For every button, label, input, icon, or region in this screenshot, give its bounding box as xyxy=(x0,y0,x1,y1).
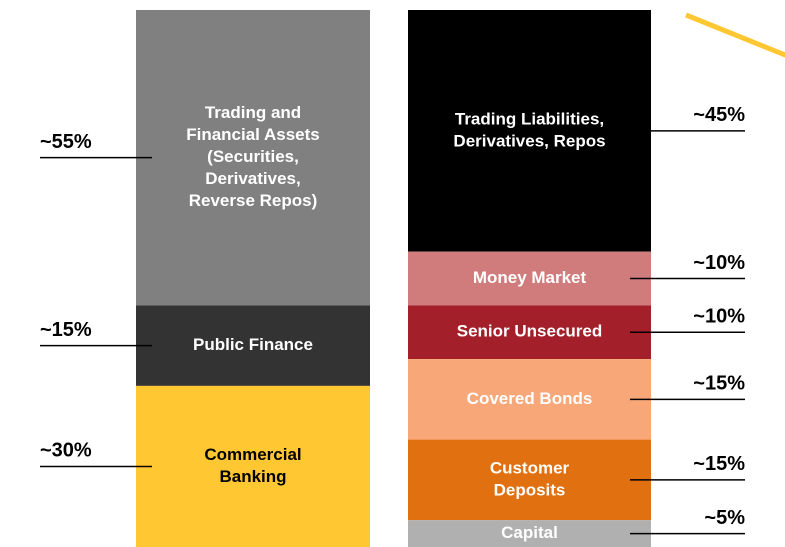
segment xyxy=(408,359,651,440)
segment xyxy=(408,10,651,252)
share-label: ~10% xyxy=(693,305,745,327)
segment-label: Senior Unsecured xyxy=(457,322,603,341)
segment-label: Capital xyxy=(501,523,558,542)
share-label: ~45% xyxy=(693,104,745,126)
segment-label: Derivatives, xyxy=(205,169,300,188)
segment-label: Derivatives, Repos xyxy=(453,131,605,150)
segment xyxy=(136,10,370,306)
share-label: ~5% xyxy=(704,507,745,529)
share-label: ~15% xyxy=(40,319,92,341)
segment xyxy=(408,251,651,306)
segment-label: Trading Liabilities, xyxy=(455,109,604,128)
segment xyxy=(136,385,370,547)
segment-label: Deposits xyxy=(494,480,566,499)
segment-label: (Securities, xyxy=(207,147,299,166)
segment xyxy=(408,520,651,547)
segment-label: Commercial xyxy=(204,445,301,464)
segment-label: Covered Bonds xyxy=(467,389,593,408)
segment-label: Customer xyxy=(490,458,570,477)
segment xyxy=(136,305,370,386)
decoration-stroke xyxy=(685,12,785,58)
segment-label: Money Market xyxy=(473,268,587,287)
share-label: ~15% xyxy=(693,373,745,395)
segment xyxy=(408,305,651,360)
share-label: ~30% xyxy=(40,440,92,462)
share-label: ~55% xyxy=(40,131,92,153)
share-label: ~10% xyxy=(693,252,745,274)
segment xyxy=(408,439,651,521)
segment-label: Banking xyxy=(219,467,286,486)
segment-label: Reverse Repos) xyxy=(189,191,318,210)
segment-label: Trading and xyxy=(205,103,301,122)
segment-label: Financial Assets xyxy=(186,125,320,144)
segment-label: Public Finance xyxy=(193,335,313,354)
share-label: ~15% xyxy=(693,453,745,475)
